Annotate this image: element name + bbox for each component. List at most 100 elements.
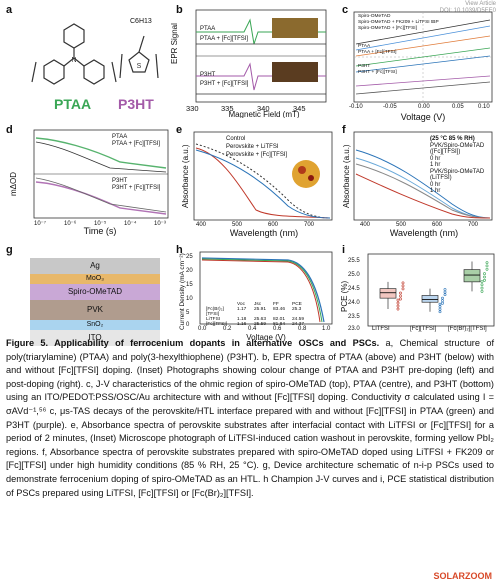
chemical-structures: N S	[14, 10, 164, 110]
panel-b-tick-2: 340	[257, 104, 270, 113]
panel-c-tick-1: -0.05	[383, 104, 397, 110]
box-point-1-2	[444, 294, 446, 296]
panel-f-tick-1: 500	[396, 222, 406, 228]
layer-moo3: MoO₃	[30, 274, 160, 284]
panel-d-ylabel: mΔOD	[9, 172, 18, 196]
panel-i-cat-2: [Fc(Br)₂][TFSI]	[448, 326, 487, 332]
box-point-2-0	[481, 290, 483, 292]
panel-f-t3: 1 hr	[430, 188, 484, 195]
panel-f-tick-2: 600	[432, 222, 442, 228]
box-point-2-8	[486, 262, 488, 264]
panel-b-l2: PTAA + [Fc][TFSI]	[200, 36, 248, 42]
box-1	[422, 295, 438, 302]
panel-h-chart: Voltage (V)	[198, 250, 336, 346]
layer-spiro: Spiro-OMeTAD	[30, 284, 160, 300]
box-point-1-6	[439, 306, 441, 308]
box-point-0-8	[402, 282, 404, 284]
panel-b-l3: P3HT	[200, 72, 215, 78]
panel-i-cat-1: [Fc][TFSI]	[410, 326, 436, 332]
panel-c-tick-3: 0.05	[452, 104, 464, 110]
layer-ag: Ag	[30, 258, 160, 274]
panel-f-tick-0: 400	[360, 222, 370, 228]
panel-h-ytick-5: 0	[186, 322, 189, 328]
caption-title: Figure 5. Applicability of ferrocenium d…	[6, 338, 379, 348]
panel-d-top2: PTAA + [Fc][TFSI]	[112, 141, 160, 147]
panel-e-tick-2: 600	[268, 222, 278, 228]
box-point-1-9	[439, 303, 441, 305]
box-point-0-4	[399, 295, 401, 297]
box-point-1-5	[444, 291, 446, 293]
panel-d-tick-2: 10⁻⁵	[94, 220, 106, 227]
panel-c-xlabel: Voltage (V)	[401, 112, 446, 122]
panel-b-ylabel: EPR Signal	[170, 23, 179, 64]
panel-h-cell-2-2: 25.59	[254, 322, 270, 327]
panel-i-cat-0: LiTFSI	[372, 326, 390, 332]
panel-f-legend: (25 °C 85 % RH) PVK/Spiro-OMeTAD ([Fc][T…	[430, 136, 484, 195]
watermark: SOLARZOOM	[434, 571, 493, 581]
panel-b-l4: P3HT + [Fc][TFSI]	[200, 81, 248, 87]
panel-h-ytick-1: 20	[186, 268, 193, 274]
panel-i-ytick-4: 23.5	[348, 314, 360, 320]
figure-caption: Figure 5. Applicability of ferrocenium d…	[6, 337, 494, 500]
box-point-0-5	[402, 285, 404, 287]
box-point-2-4	[483, 276, 485, 278]
p3ht-substituent: C6H13	[130, 18, 152, 25]
box-point-0-2	[402, 288, 404, 290]
panel-b-label: b	[176, 4, 183, 16]
box-point-2-7	[483, 273, 485, 275]
panel-i-ytick-2: 24.5	[348, 286, 360, 292]
panel-h-ylabel: Current Density (mA cm⁻²)	[178, 253, 186, 330]
ptaa-name: PTAA	[54, 96, 91, 112]
panel-b-tick-3: 345	[293, 104, 306, 113]
layer-pvk: PVK	[30, 300, 160, 320]
panel-d-tick-4: 10⁻³	[154, 220, 166, 227]
panel-d-xlabel: Time (s)	[84, 226, 117, 236]
panel-b-l1: PTAA	[200, 26, 215, 32]
panel-e-tick-1: 500	[232, 222, 242, 228]
box-point-2-5	[486, 265, 488, 267]
svg-text:N: N	[71, 57, 76, 64]
panel-e-tick-0: 400	[196, 222, 206, 228]
panel-f-ylabel: Absorbance (a.u.)	[342, 144, 351, 208]
panel-f-label: f	[342, 124, 346, 136]
panel-i-ytick-3: 24.0	[348, 300, 360, 306]
box-point-0-6	[397, 302, 399, 304]
panel-d-top1: PTAA	[112, 134, 127, 140]
box-point-1-1	[441, 302, 443, 304]
box-point-1-3	[439, 308, 441, 310]
panel-h-table: Voc Jsc FF PCE [Fc(Br)₂][TFSI] 1.17 25.9…	[206, 302, 306, 327]
panel-b-tick-0: 330	[186, 104, 199, 113]
article-link[interactable]: View Article	[465, 1, 496, 7]
ptaa-structure	[32, 24, 116, 84]
panel-h-ytick-4: 5	[186, 310, 189, 316]
panel-h-cell-2-0: [Fc][TFSI]	[206, 322, 234, 327]
panel-h-cell-2-1: 1.16	[237, 322, 251, 327]
box-point-1-4	[441, 300, 443, 302]
panel-f-tick-3: 700	[468, 222, 478, 228]
panel-d-label: d	[6, 124, 13, 136]
box-point-2-9	[481, 280, 483, 282]
panel-e-legend-2: Perovskite + [Fc][TFSI]	[226, 152, 287, 158]
panel-d-tick-0: 10⁻⁷	[34, 220, 46, 227]
p3ht-name: P3HT	[118, 96, 154, 112]
panel-b-chart: Magnetic Field (mT)	[184, 6, 334, 118]
box-point-2-3	[481, 287, 483, 289]
panel-e-legend-0: Control	[226, 136, 245, 142]
panel-h-row-0: [Fc(Br)₂][TFSI] 1.17 25.91 83.46 25.3	[206, 307, 306, 317]
box-point-0-0	[397, 308, 399, 310]
panel-e-legend-1: Perovskite + LiTFSI	[226, 144, 279, 150]
box-0	[380, 289, 396, 299]
panel-e-xlabel: Wavelength (nm)	[230, 228, 298, 238]
panel-i-ytick-1: 25.0	[348, 272, 360, 278]
panel-h-cell-2-3: 81.84	[273, 322, 289, 327]
panel-c-tick-2: 0.00	[418, 104, 430, 110]
svg-text:S: S	[137, 63, 142, 70]
panel-a-label: a	[6, 4, 12, 16]
panel-f-xlabel: Wavelength (nm)	[390, 228, 458, 238]
box-point-2-2	[486, 268, 488, 270]
panel-c-legend: Spiro-OMeTAD Spiro-OMeTAD + FK209 + LiTF…	[358, 14, 439, 76]
panel-d-tick-3: 10⁻⁴	[124, 220, 136, 227]
panel-c-legend-6: P3HT + [Fc][TFSI]	[358, 70, 439, 76]
layer-sno2: SnO₂	[30, 320, 160, 330]
p3ht-structure	[120, 36, 158, 78]
